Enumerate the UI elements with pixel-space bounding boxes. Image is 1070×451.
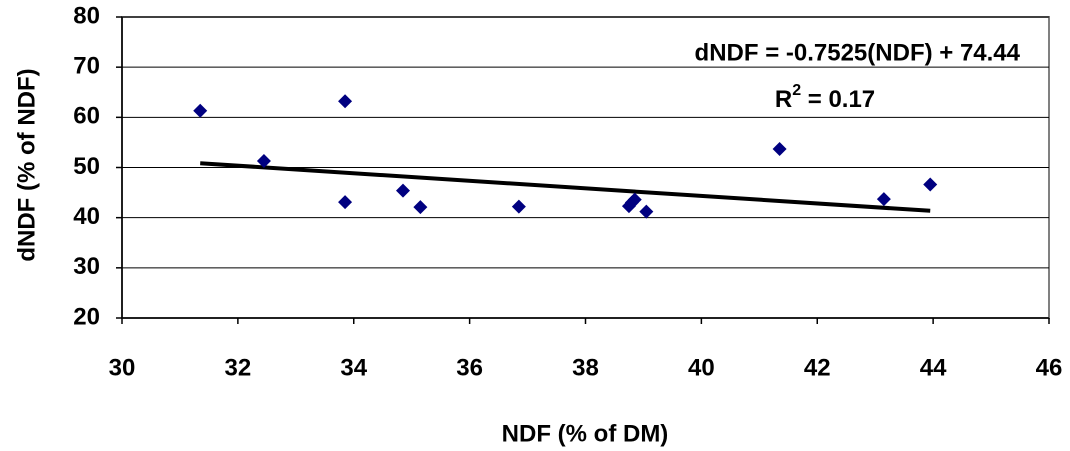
- point: [193, 103, 208, 118]
- y-tick-label: 20: [73, 303, 100, 330]
- x-tick-label: 38: [572, 354, 599, 381]
- x-axis-title: NDF (% of DM): [502, 420, 669, 447]
- r-squared-base: R: [775, 86, 792, 113]
- trendline: [200, 161, 931, 213]
- y-tick-label: 80: [73, 2, 100, 29]
- r-squared-rest: = 0.17: [801, 86, 875, 113]
- x-tick-label: 34: [340, 354, 367, 381]
- y-tick-label: 70: [73, 53, 100, 80]
- y-tick-label: 60: [73, 103, 100, 130]
- x-tick-label: 46: [1036, 354, 1063, 381]
- x-tick-label: 44: [920, 354, 947, 381]
- point: [772, 141, 787, 156]
- x-tick-label: 42: [804, 354, 831, 381]
- y-tick-label: 40: [73, 203, 100, 230]
- point: [256, 153, 271, 168]
- point: [627, 192, 642, 207]
- x-tick-label: 30: [109, 354, 136, 381]
- x-tick-label: 32: [225, 354, 252, 381]
- point: [338, 94, 353, 109]
- point: [413, 200, 428, 215]
- point: [511, 199, 526, 214]
- r-squared-sup: 2: [792, 82, 801, 99]
- point: [876, 192, 891, 207]
- r-squared: R2 = 0.17: [775, 82, 875, 113]
- x-tick-label: 36: [456, 354, 483, 381]
- y-tick-label: 30: [73, 253, 100, 280]
- point: [639, 204, 654, 219]
- x-tick-label: 40: [688, 354, 715, 381]
- point: [338, 195, 353, 210]
- point: [395, 183, 410, 198]
- point: [923, 177, 938, 192]
- y-tick-label: 50: [73, 153, 100, 180]
- y-axis-title: dNDF (% of NDF): [13, 68, 40, 261]
- trend-equation: dNDF = -0.7525(NDF) + 74.44: [695, 39, 1021, 66]
